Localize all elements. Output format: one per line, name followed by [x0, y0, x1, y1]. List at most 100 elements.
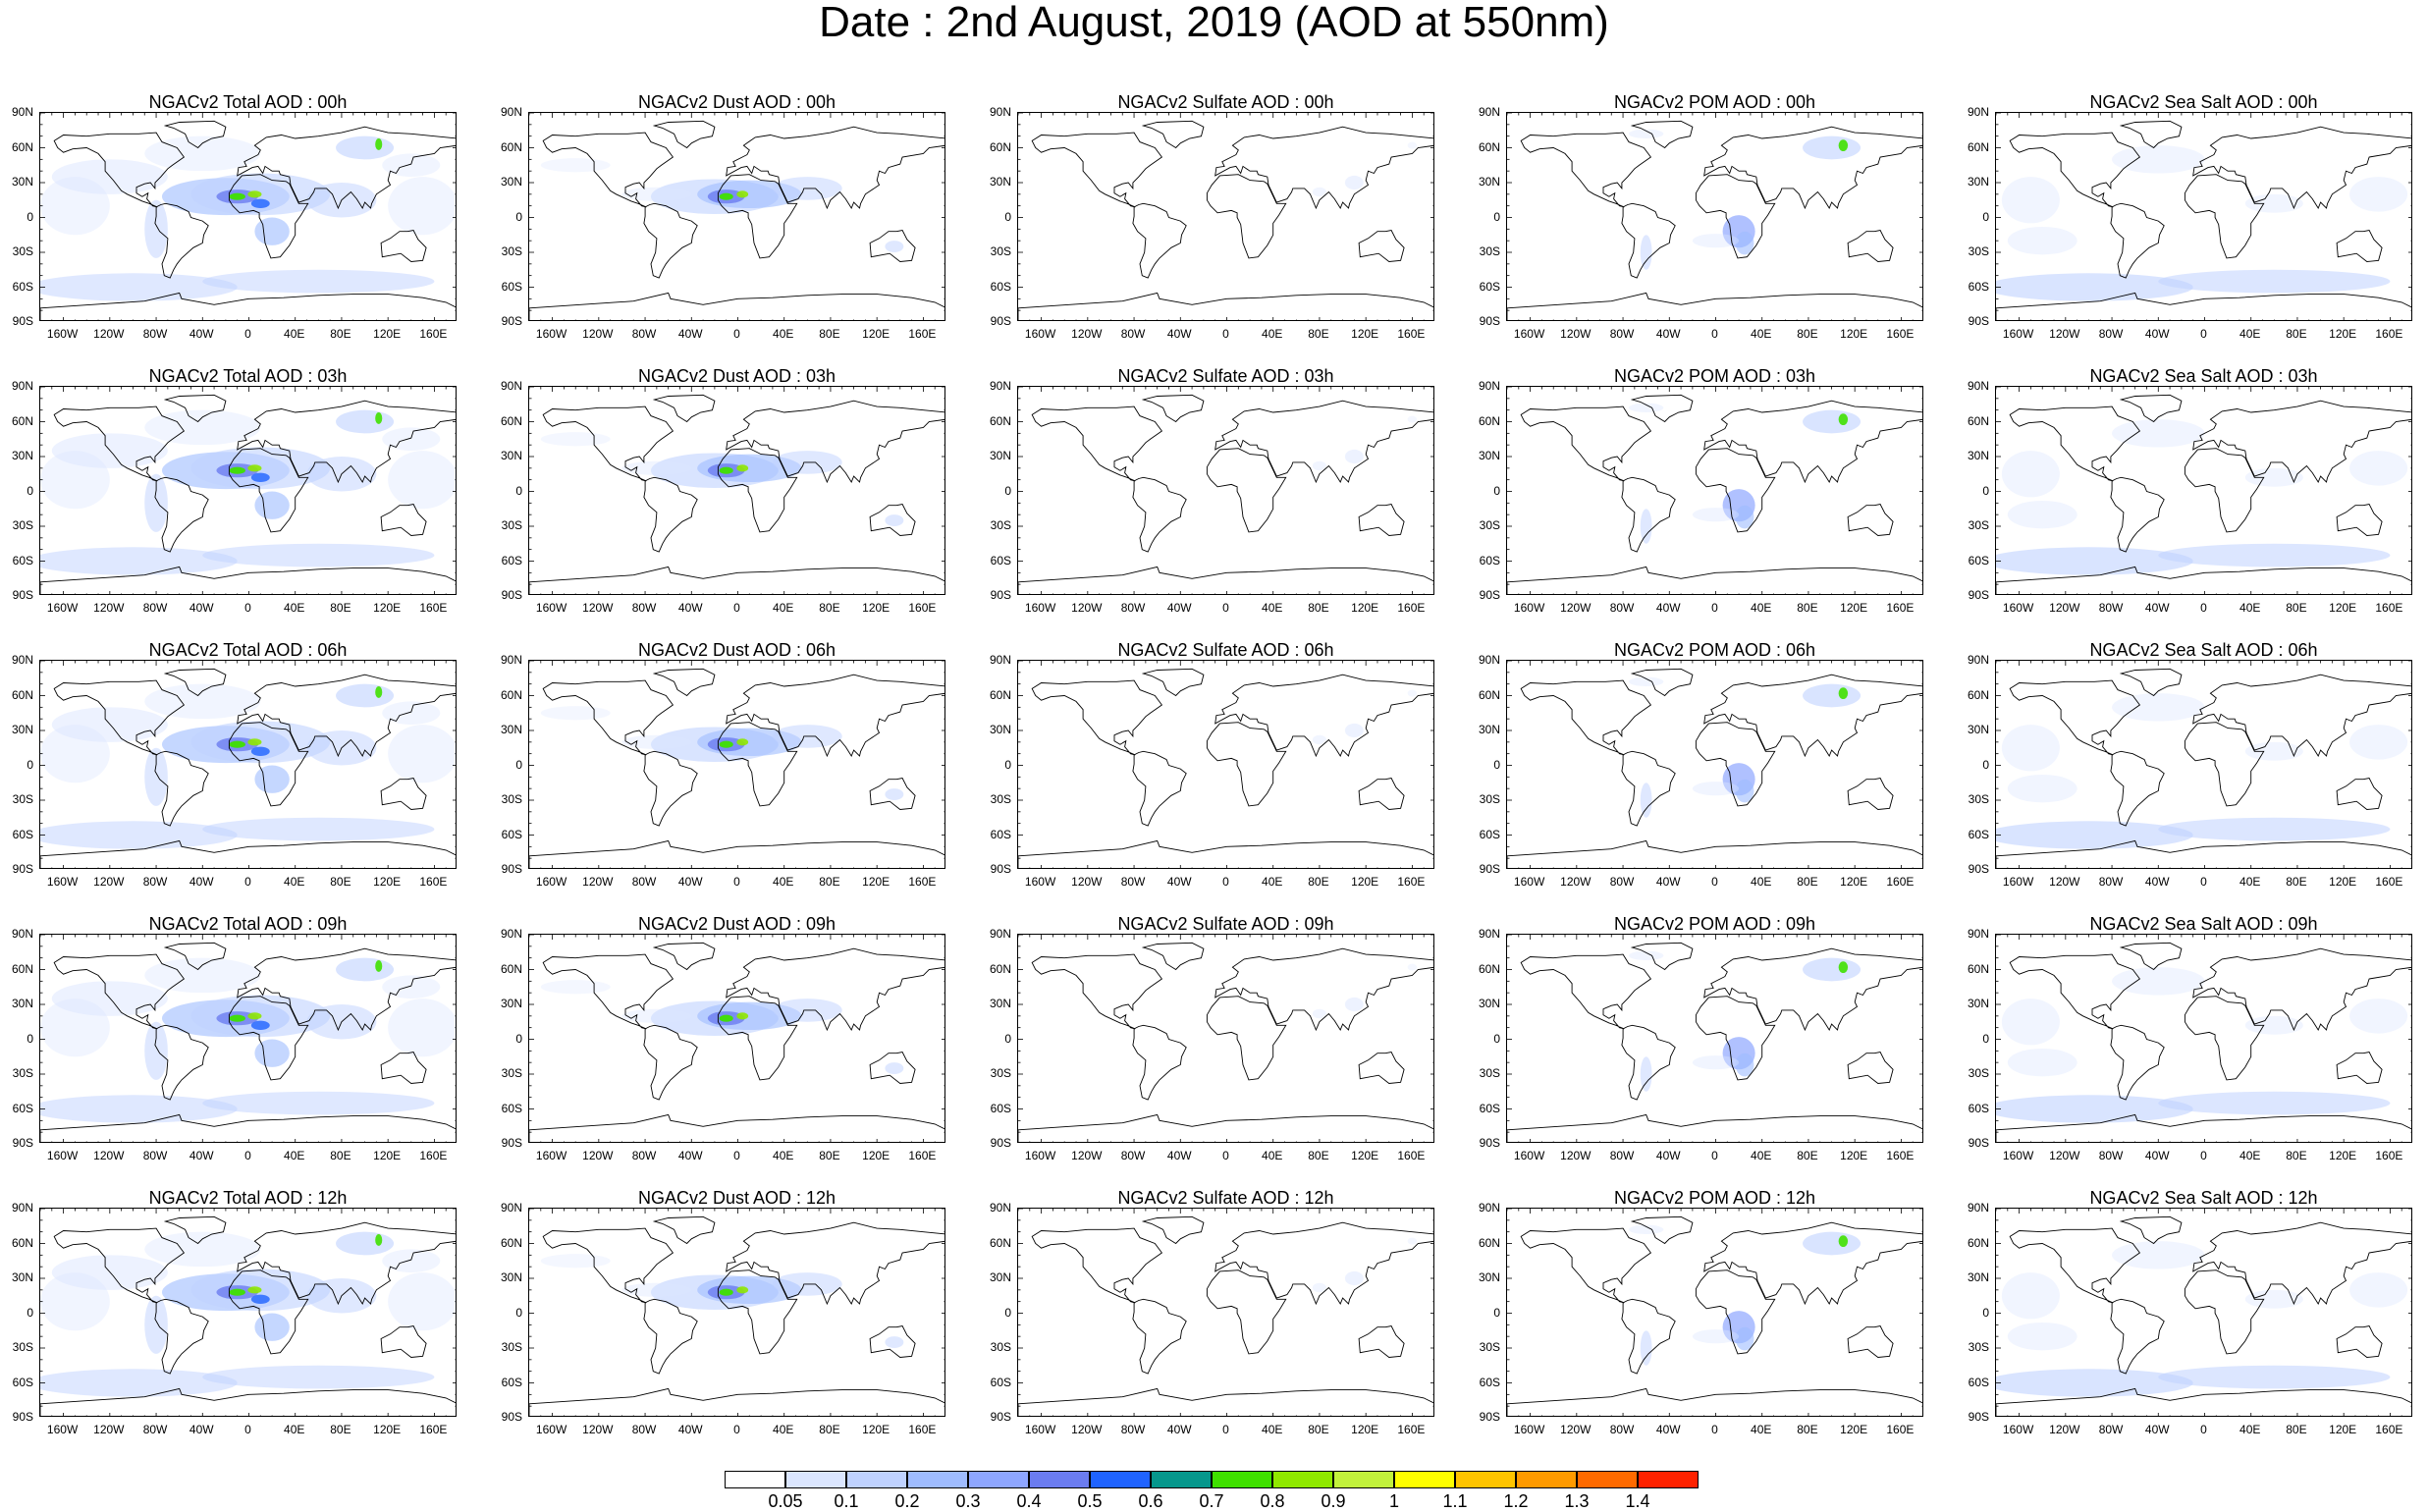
coastline	[1031, 405, 1163, 482]
latitude-tick-label: 90N	[1967, 927, 1989, 941]
map-panel-sulfate-0: NGACv2 Sulfate AOD : 00h 90N 60N 30N 0 30S 60S…	[978, 92, 1434, 355]
longitude-tick-label: 80E	[2286, 601, 2307, 615]
latitude-tick-label: 60N	[500, 961, 522, 976]
longitude-tick-label: 120W	[1071, 1149, 1103, 1162]
latitude-tick-label: 60N	[11, 961, 33, 976]
coastline	[1358, 777, 1405, 810]
map-frame	[528, 112, 945, 321]
aod-region	[388, 999, 456, 1057]
latitude-tick-label: 90S	[990, 1410, 1011, 1424]
aod-region	[2349, 725, 2408, 760]
colorbar-label: 0.9	[1321, 1491, 1346, 1511]
aod-region	[247, 1286, 262, 1294]
coastline	[2336, 229, 2383, 262]
longitude-tick-label: 0	[244, 1423, 251, 1436]
longitude-tick-label: 0	[2200, 1423, 2207, 1436]
coastline	[53, 1227, 186, 1304]
aod-region	[250, 1020, 270, 1031]
longitude-tick-label: 40W	[2144, 1149, 2170, 1162]
aod-region	[736, 1012, 749, 1020]
longitude-tick-label: 120W	[93, 875, 125, 889]
longitude-tick-label: 40W	[189, 1423, 214, 1436]
longitude-tick-label: 120E	[373, 601, 402, 615]
map-frame	[1017, 1208, 1434, 1417]
coastline	[1996, 292, 2411, 320]
colorbar-swatch	[1394, 1471, 1455, 1488]
latitude-tick-label: 90S	[990, 1136, 1011, 1150]
latitude-tick-label: 90S	[501, 862, 522, 876]
coastline	[2110, 476, 2165, 553]
aod-region	[375, 1234, 383, 1246]
aod-region	[388, 1272, 456, 1331]
coastline	[1695, 722, 1776, 807]
longitude-tick-label: 120W	[1071, 327, 1103, 341]
latitude-tick-label: 30N	[500, 449, 522, 462]
world-map	[1018, 935, 1433, 1142]
longitude-tick-label: 80W	[142, 1423, 168, 1436]
latitude-tick-label: 0	[515, 1305, 522, 1320]
aod-region	[144, 135, 261, 172]
aod-region	[719, 740, 733, 748]
longitude-tick-label: 160E	[1397, 1423, 1426, 1436]
latitude-tick-label: 30N	[989, 175, 1011, 189]
panel-title: NGACv2 Sea Salt AOD : 03h	[2089, 366, 2318, 386]
longitude-tick-label: 80W	[1120, 327, 1146, 341]
aod-shading	[1312, 141, 1418, 197]
latitude-tick-label: 60S	[1968, 827, 1989, 841]
aod-region	[1996, 1369, 2193, 1397]
longitude-tick-label: 160W	[1024, 327, 1056, 341]
panel-title: NGACv2 Dust AOD : 09h	[637, 914, 836, 934]
longitude-tick-label: 0	[1222, 875, 1229, 889]
coastline	[2119, 1215, 2183, 1245]
coastline	[529, 839, 944, 868]
coastline	[53, 132, 186, 208]
latitude-tick-label: 0	[1982, 1305, 1989, 1320]
aod-shading	[40, 1231, 456, 1397]
coastline	[1206, 722, 1287, 807]
coastline	[154, 750, 209, 827]
panel-title: NGACv2 Sea Salt AOD : 09h	[2089, 914, 2318, 934]
latitude-tick-label: 60S	[1968, 553, 1989, 567]
latitude-tick-label: 0	[27, 209, 33, 224]
aod-region	[885, 788, 904, 800]
coastline	[717, 448, 798, 533]
longitude-tick-label: 0	[244, 875, 251, 889]
aod-region	[1803, 135, 1861, 160]
aod-region	[1640, 235, 1652, 270]
coastline	[1358, 1051, 1405, 1084]
coastline	[154, 476, 209, 553]
coastline	[154, 1298, 209, 1375]
aod-region	[40, 273, 238, 301]
world-map	[40, 113, 456, 320]
panel-title: NGACv2 Sulfate AOD : 06h	[1117, 640, 1334, 660]
coastline	[542, 679, 674, 756]
latitude-tick-label: 90N	[500, 379, 522, 393]
longitude-tick-label: 160E	[419, 601, 448, 615]
coastline	[652, 942, 716, 971]
latitude-tick-label: 30S	[12, 792, 33, 806]
aod-region	[1640, 1330, 1652, 1366]
aod-region	[336, 409, 395, 434]
latitude-tick-label: 30N	[500, 997, 522, 1010]
aod-region	[2112, 145, 2205, 174]
aod-region	[2007, 1322, 2077, 1351]
longitude-tick-label: 120W	[2049, 1423, 2080, 1436]
map-frame	[1995, 934, 2412, 1143]
coastline	[1630, 120, 1694, 149]
coastline	[154, 1024, 209, 1101]
colorbar-label: 0.6	[1138, 1491, 1163, 1511]
map-panel-dust-1: NGACv2 Dust AOD : 03h 90N 60N 30N 0 30S 60S 90S…	[489, 366, 945, 629]
longitude-tick-label: 40E	[284, 327, 305, 341]
coastline	[380, 503, 427, 536]
aod-region	[1407, 963, 1418, 971]
coastline	[2119, 668, 2183, 697]
aod-region	[1996, 821, 2193, 849]
latitude-tick-label: 30N	[500, 175, 522, 189]
longitude-tick-label: 160W	[2002, 875, 2034, 889]
map-frame	[39, 386, 457, 595]
world-map	[1996, 1209, 2411, 1416]
coastline	[717, 1269, 798, 1355]
latitude-tick-label: 0	[1004, 1305, 1011, 1320]
colorbar-swatch	[1455, 1471, 1516, 1488]
longitude-tick-label: 80W	[2098, 875, 2124, 889]
